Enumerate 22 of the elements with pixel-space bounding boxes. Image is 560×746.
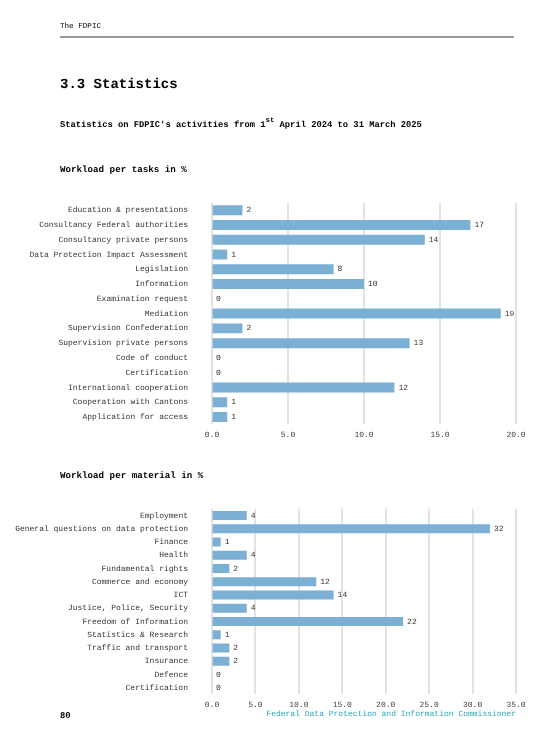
bar <box>212 308 501 319</box>
bar <box>212 323 243 334</box>
bar <box>212 382 395 393</box>
bar <box>212 617 404 626</box>
bar <box>212 234 425 245</box>
bar <box>212 537 221 547</box>
bar <box>212 603 247 613</box>
bar <box>212 219 471 230</box>
bar <box>212 338 410 349</box>
bar <box>212 656 230 666</box>
bar <box>212 279 364 290</box>
bar <box>212 630 221 640</box>
bar <box>212 412 228 422</box>
bar <box>212 524 490 534</box>
bar <box>212 510 247 520</box>
bar <box>212 590 334 600</box>
bar <box>212 397 228 408</box>
bar <box>212 577 317 587</box>
bar <box>212 563 230 573</box>
bar <box>212 205 243 216</box>
bar <box>212 264 334 275</box>
bar <box>212 550 247 560</box>
